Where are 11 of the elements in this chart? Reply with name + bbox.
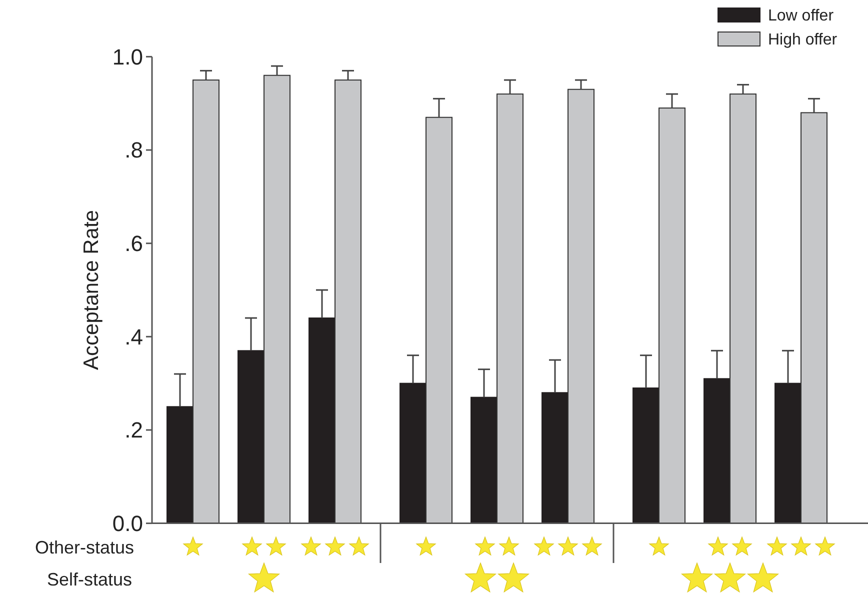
y-tick-label: .8 [124, 138, 143, 163]
y-tick-label: .6 [124, 231, 143, 256]
y-tick-label: 1.0 [112, 44, 143, 70]
text: Self-status [46, 569, 132, 590]
y-tick-label: .4 [124, 324, 143, 350]
legend-label: High offer [768, 32, 838, 49]
text: Other-status [34, 537, 134, 558]
y-tick-label: 0.0 [112, 511, 143, 536]
y-axis-title: Acceptance Rate [80, 210, 103, 370]
legend-label: Low offer [768, 8, 834, 25]
y-tick-label: .2 [124, 418, 143, 443]
